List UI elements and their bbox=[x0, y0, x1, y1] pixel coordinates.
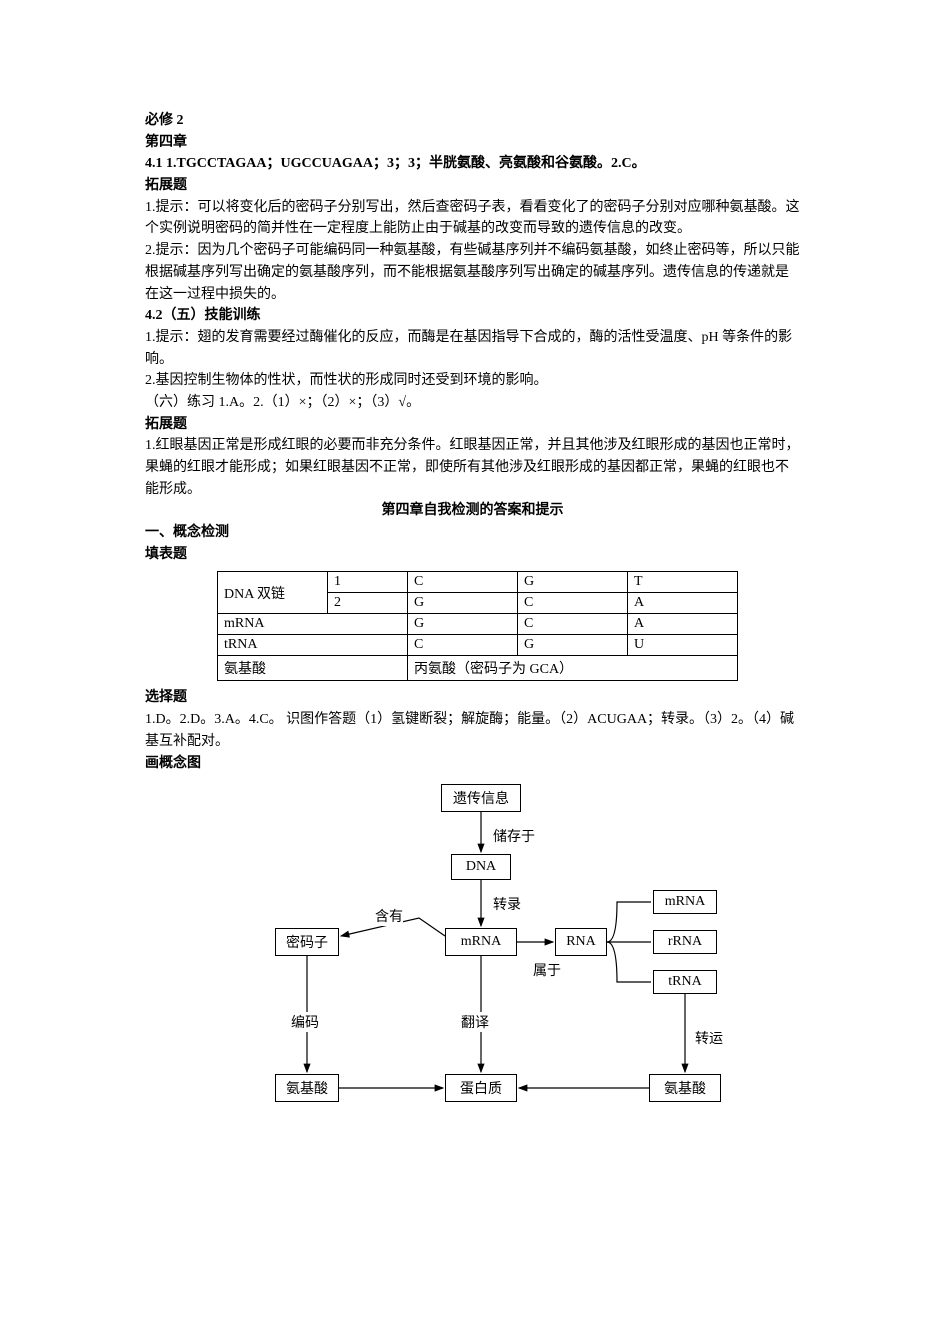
cell: G bbox=[408, 593, 518, 614]
cell-mrna-label: mRNA bbox=[218, 614, 408, 635]
cell: C bbox=[408, 635, 518, 656]
chapter-title: 第四章 bbox=[145, 132, 800, 154]
cell: 1 bbox=[328, 572, 408, 593]
edge-label-belong: 属于 bbox=[533, 960, 561, 980]
node-rrna: rRNA bbox=[653, 930, 717, 954]
edge-label-store: 储存于 bbox=[493, 826, 535, 846]
cell: C bbox=[408, 572, 518, 593]
edge-label-encode: 编码 bbox=[291, 1012, 319, 1032]
table-row: tRNA C G U bbox=[218, 635, 738, 656]
fill-table-heading: 填表题 bbox=[145, 544, 800, 566]
cell: C bbox=[518, 593, 628, 614]
concept-check-heading: 一、概念检测 bbox=[145, 522, 800, 544]
node-genetic-info: 遗传信息 bbox=[441, 784, 521, 812]
concept-map: 遗传信息 DNA 密码子 mRNA RNA mRNA rRNA tRNA 氨基酸… bbox=[245, 784, 745, 1144]
node-mrna2: mRNA bbox=[653, 890, 717, 914]
node-codon: 密码子 bbox=[275, 928, 339, 956]
edge-label-transcribe: 转录 bbox=[493, 894, 521, 914]
cell-trna-label: tRNA bbox=[218, 635, 408, 656]
node-amino-acid-left: 氨基酸 bbox=[275, 1074, 339, 1102]
table-row: mRNA G C A bbox=[218, 614, 738, 635]
node-rna: RNA bbox=[555, 928, 607, 956]
edge-label-contain: 含有 bbox=[375, 906, 403, 926]
expand1-p2: 2.提示：因为几个密码子可能编码同一种氨基酸，有些碱基序列并不编码氨基酸，如终止… bbox=[145, 240, 800, 305]
edge-label-transport: 转运 bbox=[695, 1028, 723, 1048]
edge-label-translate: 翻译 bbox=[461, 1012, 489, 1032]
cell: A bbox=[628, 593, 738, 614]
selfcheck-heading: 第四章自我检测的答案和提示 bbox=[145, 500, 800, 522]
document-page: 必修 2 第四章 4.1 1.TGCCTAGAA；UGCCUAGAA；3；3；半… bbox=[0, 0, 945, 1337]
cell: G bbox=[408, 614, 518, 635]
table-row: DNA 双链 1 C G T bbox=[218, 572, 738, 593]
node-protein: 蛋白质 bbox=[445, 1074, 517, 1102]
choice-answers: 1.D。2.D。3.A。4.C。 识图作答题（1）氢键断裂；解旋酶；能量。（2）… bbox=[145, 709, 800, 752]
module-title: 必修 2 bbox=[145, 110, 800, 132]
expand2-heading: 拓展题 bbox=[145, 414, 800, 436]
cell-dna-label: DNA 双链 bbox=[218, 572, 328, 614]
cell: U bbox=[628, 635, 738, 656]
node-dna: DNA bbox=[451, 854, 511, 880]
cell-aa-label: 氨基酸 bbox=[218, 656, 408, 681]
expand2-p1: 1.红眼基因正常是形成红眼的必要而非充分条件。红眼基因正常，并且其他涉及红眼形成… bbox=[145, 435, 800, 500]
expand1-heading: 拓展题 bbox=[145, 175, 800, 197]
expand1-p1: 1.提示：可以将变化后的密码子分别写出，然后查密码子表，看看变化了的密码子分别对… bbox=[145, 197, 800, 240]
cell: G bbox=[518, 635, 628, 656]
cell: G bbox=[518, 572, 628, 593]
choice-heading: 选择题 bbox=[145, 687, 800, 709]
cell: C bbox=[518, 614, 628, 635]
node-trna: tRNA bbox=[653, 970, 717, 994]
cell: A bbox=[628, 614, 738, 635]
section-4-2-p2: 2.基因控制生物体的性状，而性状的形成同时还受到环境的影响。 bbox=[145, 370, 800, 392]
node-mrna: mRNA bbox=[445, 928, 517, 956]
cell: T bbox=[628, 572, 738, 593]
node-amino-acid-right: 氨基酸 bbox=[649, 1074, 721, 1102]
section-4-1-answers: 4.1 1.TGCCTAGAA；UGCCUAGAA；3；3；半胱氨酸、亮氨酸和谷… bbox=[145, 153, 800, 175]
concept-map-heading: 画概念图 bbox=[145, 753, 800, 775]
section-4-2-p1: 1.提示：翅的发育需要经过酶催化的反应，而酶是在基因指导下合成的，酶的活性受温度… bbox=[145, 327, 800, 370]
section-4-2-heading: 4.2（五）技能训练 bbox=[145, 305, 800, 327]
cell: 2 bbox=[328, 593, 408, 614]
dna-rna-table: DNA 双链 1 C G T 2 G C A mRNA G C A tRNA C… bbox=[217, 571, 738, 681]
table-row: 氨基酸 丙氨酸（密码子为 GCA） bbox=[218, 656, 738, 681]
section-4-2-p3: （六）练习 1.A。2.（1）×；（2）×；（3）√。 bbox=[145, 392, 800, 414]
cell-aa-merged: 丙氨酸（密码子为 GCA） bbox=[408, 656, 738, 681]
